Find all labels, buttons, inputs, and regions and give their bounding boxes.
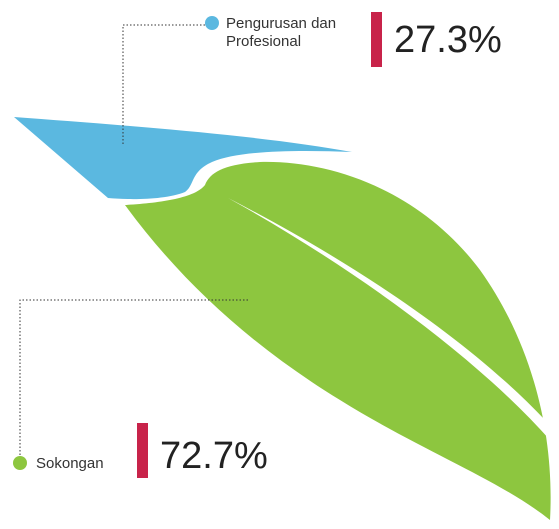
leader-line (19, 299, 248, 455)
category-label: Sokongan (36, 455, 104, 472)
accent-bar (371, 12, 382, 67)
segment-shape (14, 117, 352, 200)
leader-line (122, 24, 205, 145)
value-label: 72.7% (160, 435, 268, 477)
value-label: 27.3% (394, 19, 502, 61)
legend-dot (13, 456, 27, 470)
segment-shape (125, 161, 551, 520)
category-label: Pengurusan dan Profesional (226, 15, 337, 50)
legend-dot (205, 16, 219, 30)
accent-bar (137, 423, 148, 478)
